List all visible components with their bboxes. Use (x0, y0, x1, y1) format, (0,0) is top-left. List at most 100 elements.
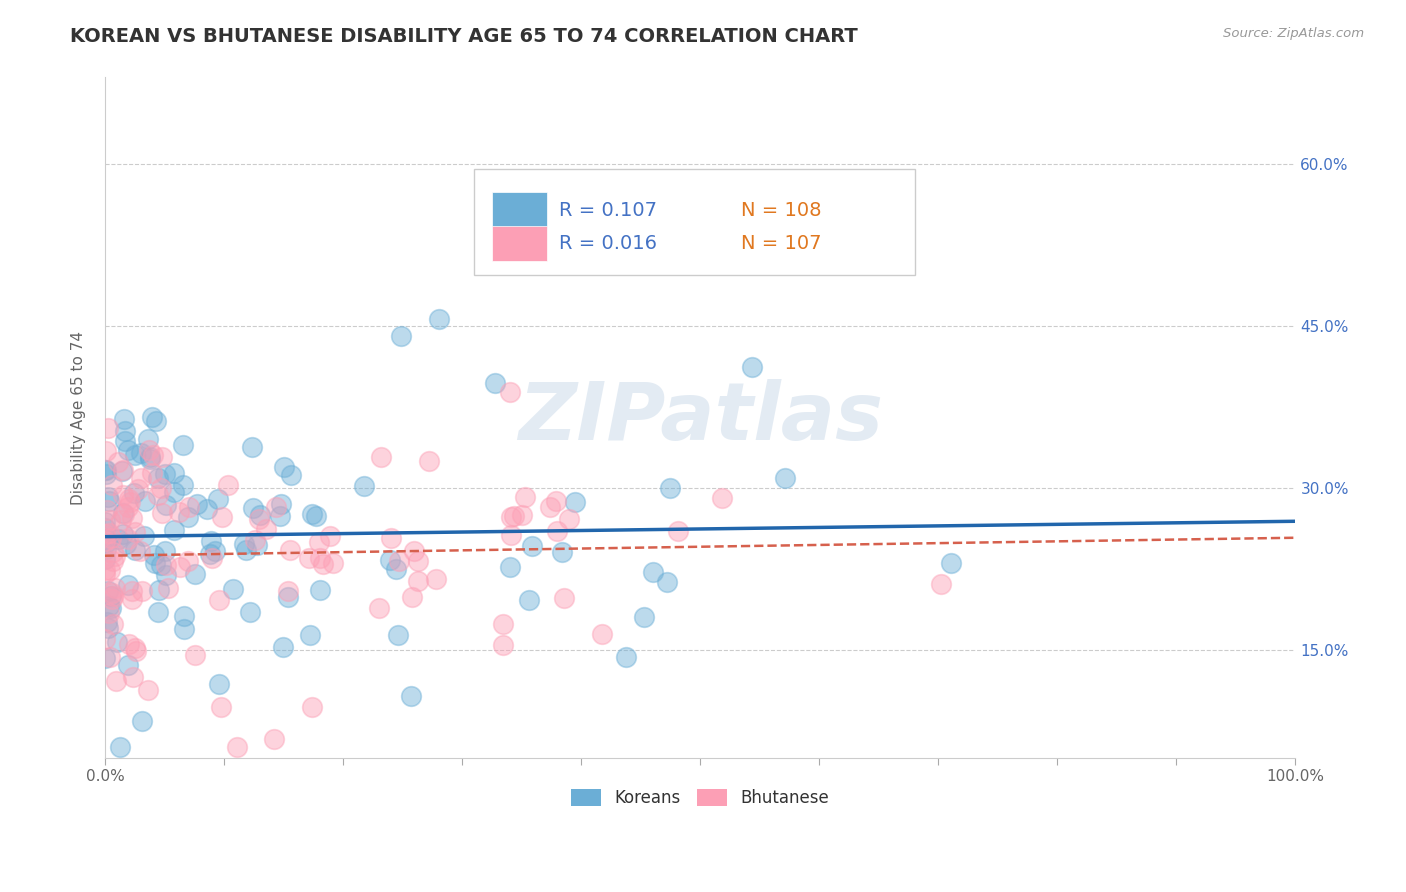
Point (177, 510, 200, 524)
Point (141, 466, 163, 480)
Point (741, 360, 763, 375)
Point (101, 616, 124, 631)
Point (107, 532, 129, 546)
Point (271, 640, 294, 655)
Y-axis label: Disability Age 65 to 74: Disability Age 65 to 74 (72, 331, 86, 505)
Point (132, 529, 155, 543)
Point (217, 477, 239, 491)
Point (112, 412, 135, 426)
FancyBboxPatch shape (474, 169, 914, 275)
Point (614, 649, 637, 664)
Point (207, 593, 229, 607)
Point (546, 493, 568, 508)
Point (301, 507, 323, 521)
Point (666, 524, 689, 539)
Point (124, 525, 146, 540)
Point (143, 556, 166, 570)
Point (155, 467, 177, 481)
Point (387, 553, 409, 567)
Point (96, 532, 118, 546)
Point (243, 533, 266, 547)
Point (406, 554, 429, 568)
Point (94, 534, 117, 549)
Point (141, 410, 163, 425)
Point (427, 312, 450, 326)
Point (98, 493, 121, 508)
Point (249, 508, 271, 522)
Point (301, 699, 323, 714)
Point (240, 440, 263, 454)
Point (384, 561, 406, 575)
Point (97, 621, 120, 635)
Point (101, 586, 124, 600)
Point (209, 700, 232, 714)
FancyBboxPatch shape (492, 226, 547, 261)
Point (131, 714, 153, 729)
Point (425, 572, 447, 586)
Point (177, 500, 200, 514)
Point (96, 615, 118, 630)
Point (169, 560, 191, 574)
Point (558, 512, 581, 526)
Point (97, 606, 120, 620)
Point (104, 549, 127, 563)
Point (94, 535, 117, 549)
Point (117, 658, 139, 673)
Point (111, 464, 134, 478)
Point (100, 532, 122, 546)
Point (117, 578, 139, 592)
Point (553, 591, 575, 605)
Point (211, 509, 233, 524)
Point (94, 542, 117, 557)
Point (114, 434, 136, 448)
Point (499, 509, 522, 524)
Point (94, 467, 117, 481)
Point (94, 515, 117, 529)
Point (238, 605, 260, 619)
Point (277, 590, 299, 604)
Point (150, 558, 173, 572)
Point (148, 582, 170, 597)
Point (138, 450, 160, 464)
Point (195, 502, 218, 516)
Point (94, 463, 117, 477)
Point (226, 739, 249, 754)
Point (94, 527, 117, 541)
Legend: Koreans, Bhutanese: Koreans, Bhutanese (564, 782, 837, 814)
Point (131, 471, 153, 485)
Point (186, 497, 208, 511)
Point (242, 500, 264, 515)
Point (131, 583, 153, 598)
Point (105, 635, 128, 649)
Point (510, 508, 533, 522)
Point (591, 626, 613, 640)
Point (499, 559, 522, 574)
Point (277, 583, 299, 598)
Point (200, 534, 222, 549)
Point (101, 592, 124, 607)
Point (402, 544, 425, 558)
Point (115, 537, 138, 551)
Point (517, 593, 540, 607)
Point (269, 508, 291, 523)
Point (378, 553, 401, 567)
Point (94, 632, 117, 647)
Point (121, 510, 143, 524)
Point (200, 547, 222, 561)
Point (122, 486, 145, 500)
Point (319, 528, 342, 542)
Point (929, 576, 952, 591)
Point (643, 566, 665, 580)
Point (136, 682, 159, 697)
Point (124, 641, 146, 656)
Point (305, 508, 328, 523)
Point (118, 494, 141, 508)
Point (98, 513, 121, 527)
Point (129, 445, 152, 459)
Point (97, 420, 120, 434)
Point (163, 484, 186, 499)
Point (153, 543, 176, 558)
Point (773, 471, 796, 485)
Point (172, 477, 194, 491)
Point (127, 482, 149, 496)
